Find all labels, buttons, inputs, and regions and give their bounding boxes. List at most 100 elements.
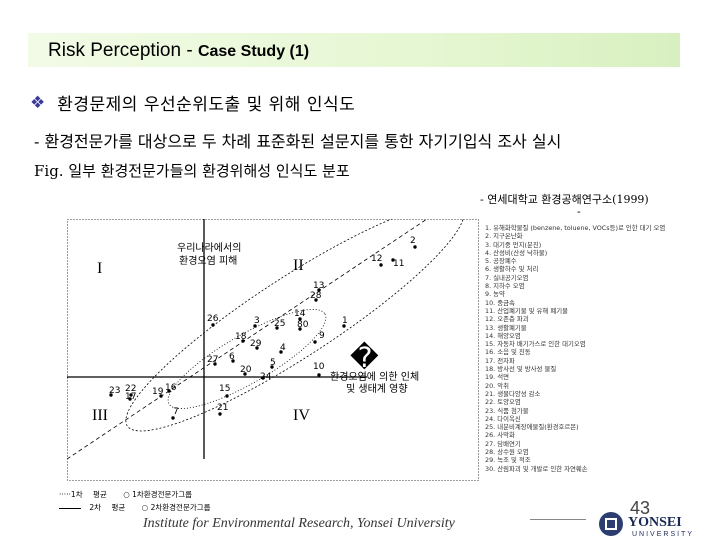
quadrant-iii-label: III: [92, 407, 108, 424]
point-marker: [379, 263, 383, 267]
issue-list-item: 24. 다이옥신: [485, 414, 521, 423]
issue-list-item: 9. 농약: [485, 290, 505, 299]
issue-list-item: 27. 담배연기: [485, 439, 521, 448]
issue-list-item: 28. 상수원 오염: [485, 448, 529, 457]
point-label: 28: [310, 291, 322, 301]
point-marker: [298, 327, 302, 331]
point-marker: [298, 317, 302, 321]
point-label: 26: [207, 314, 219, 324]
point-label: 2: [410, 236, 416, 246]
point-label: 14: [294, 309, 306, 319]
figure-caption: Fig. 일부 환경전문가들의 환경위해성 인식도 분포: [34, 162, 350, 180]
point-label: 19: [152, 387, 164, 397]
point-label: 3: [254, 316, 260, 326]
logo-emblem-inner: [607, 520, 615, 528]
issue-list-item: 29. 녹조 및 적조: [485, 456, 531, 465]
slide-title: Risk Perception - Case Study (1): [48, 40, 309, 62]
point-marker: [218, 412, 222, 416]
plot-legend: ·····1차 평균 ○ 1차환경전문가그룹 2차 평균 ○ 2차환경전문가그룹: [59, 487, 259, 517]
broken-glyph: �: [350, 341, 379, 374]
point-marker: [313, 340, 317, 344]
point-label: 22: [125, 384, 136, 394]
point-marker: [317, 288, 321, 292]
point-label: 12: [371, 254, 382, 264]
issue-list-item: 26. 사막화: [485, 431, 515, 440]
point-marker: [241, 339, 245, 343]
issue-list-item: 30. 산림파괴 및 개발로 인한 자연훼손: [485, 464, 588, 473]
plot-frame: [67, 219, 479, 481]
group-ellipse-2: [167, 309, 327, 409]
point-label: 7: [173, 407, 179, 417]
point-marker: [109, 393, 113, 397]
yonsei-logo-svg: YONSEI UNIVERSITY: [599, 512, 694, 538]
point-label: 11: [393, 259, 404, 269]
issue-list-item: 11. 산업폐기물 및 유해 폐기물: [485, 306, 568, 315]
point-marker: [253, 324, 257, 328]
point-label: 13: [313, 281, 324, 291]
issue-list-item: 2. 지구온난화: [485, 232, 523, 241]
issue-list-item: 22. 토양오염: [485, 398, 521, 407]
korea-damage-label-line2: 환경오염 피해: [179, 254, 237, 267]
institute-footer: Institute for Environmental Research, Yo…: [143, 516, 455, 531]
issue-list-item: 4. 산성비(산성 낙하물): [485, 248, 548, 257]
issue-list-item: 15. 자동차 배기가스로 인한 대기오염: [485, 340, 586, 349]
point-marker: [391, 258, 395, 262]
point-label: 1: [342, 316, 348, 326]
point-marker: [255, 346, 259, 350]
logo-word-top: YONSEI: [628, 515, 682, 530]
quadrant-ii-label: II: [293, 257, 304, 274]
legend-row-second: 2차 평균 ○ 2차환경전문가그룹: [59, 502, 211, 513]
issue-list: 1. 유해화학물질 (benzene, toluene, VOCs등)로 인한 …: [485, 224, 715, 473]
point-label: 16: [165, 383, 177, 393]
point-label: 20: [240, 365, 252, 375]
point-label: 21: [217, 403, 228, 413]
bullet-text: 환경문제의 우선순위도출 및 위해 인식도: [57, 95, 356, 115]
point-label: 23: [109, 386, 120, 396]
legend-first-survey: ·····1차: [59, 490, 83, 499]
plot-svg: I II III IV 우리나라에서의 환경오염 피해 환경오염에 의한 인체 …: [66, 202, 479, 481]
point-marker: [211, 323, 215, 327]
point-label: 10: [313, 362, 325, 372]
point-marker: [243, 372, 247, 376]
quadrant-iv-label: IV: [293, 407, 310, 424]
issue-list-item: 23. 식품 첨가물: [485, 406, 529, 415]
point-marker: [342, 324, 346, 328]
source-tick: -: [577, 205, 581, 218]
logo-word-bottom: UNIVERSITY: [632, 531, 694, 538]
legend-first-group: ○ 1차환경전문가그룹: [123, 490, 193, 499]
point-label: 15: [219, 384, 230, 394]
korea-damage-label-line1: 우리나라에서의: [177, 242, 241, 254]
issue-list-item: 20. 악취: [485, 381, 509, 390]
point-label: 6: [229, 352, 235, 362]
legend-second-group: ○ 2차환경전문가그룹: [141, 503, 211, 512]
point-label: 17: [125, 392, 136, 402]
point-marker: [270, 365, 274, 369]
legend-second-average: 평균: [111, 503, 126, 512]
title-sub: Case Study (1): [197, 43, 310, 60]
point-label: 9: [319, 331, 325, 341]
issue-list-item: 21. 생물다양성 감소: [485, 389, 541, 398]
bullet-heading: ❖ 환경문제의 우선순위도출 및 위해 인식도: [30, 90, 356, 116]
yonsei-logo: YONSEI UNIVERSITY: [598, 509, 716, 539]
point-marker: [413, 245, 417, 249]
issue-list-item: 3. 대기중 먼지(분진): [485, 240, 542, 249]
point-label: 4: [280, 343, 286, 353]
issue-list-item: 1. 유해화학물질 (benzene, toluene, VOCs등)로 인한 …: [485, 224, 666, 232]
risk-perception-plot: I II III IV 우리나라에서의 환경오염 피해 환경오염에 의한 인체 …: [66, 202, 479, 481]
issue-list-item: 8. 지하수 오염: [485, 282, 525, 291]
issue-list-item: 12. 오존층 파괴: [485, 315, 529, 324]
title-bar: Risk Perception - Case Study (1): [28, 33, 680, 67]
point-marker: [225, 394, 229, 398]
point-label: 27: [207, 355, 218, 365]
source-citation: - 연세대학교 환경공해연구소(1999): [480, 193, 649, 206]
point-marker: [129, 393, 133, 397]
point-label: 5: [270, 358, 276, 368]
issue-list-item: 16. 소음 및 진동: [485, 348, 531, 357]
point-marker: [159, 394, 163, 398]
title-main: Risk Perception -: [48, 40, 193, 61]
health-impact-label-line1: 환경오염에 의한 인체: [330, 370, 419, 383]
point-marker: [128, 397, 132, 401]
legend-second-survey: 2차: [89, 503, 102, 512]
issue-list-item: 5. 공장폐수: [485, 257, 517, 266]
issue-list-item: 7. 실내공기오염: [485, 273, 529, 282]
